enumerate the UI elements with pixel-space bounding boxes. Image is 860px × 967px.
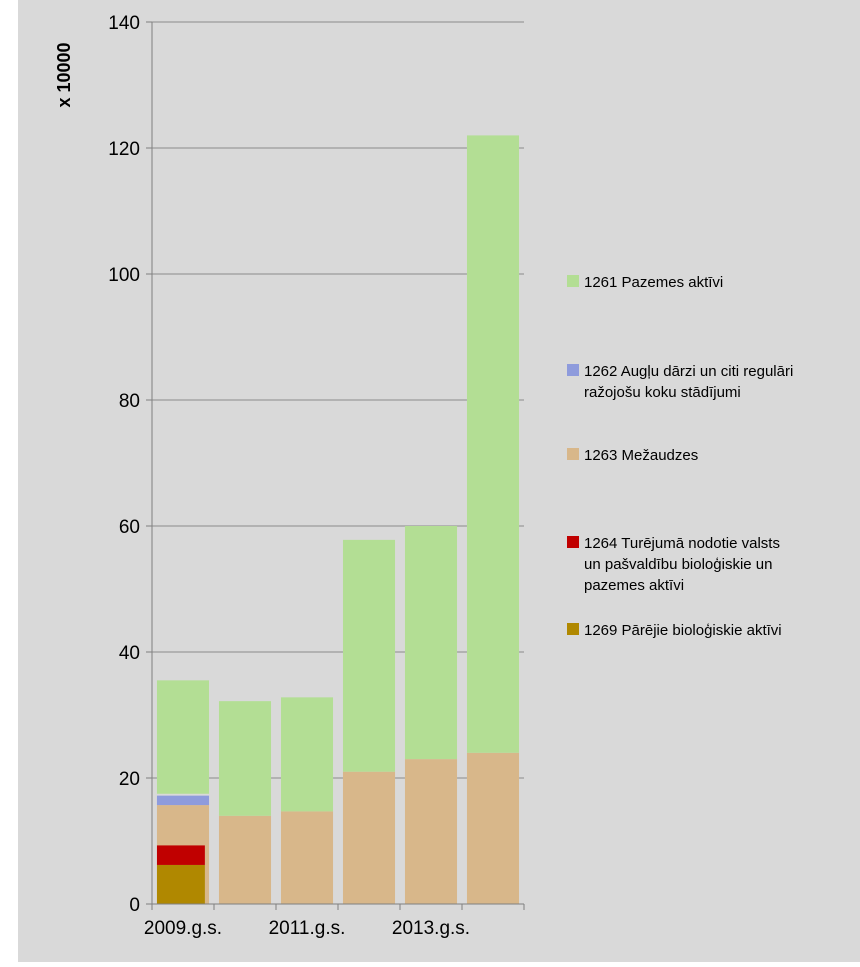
legend-label: un pašvaldību bioloģiskie un [584,556,772,573]
y-tick-label: 20 [119,769,140,790]
bar-segment [404,759,458,904]
axes: 0 20 40 60 80 100 120 140 2009.g.s. 2011.g.s. 2013… [108,13,525,939]
legend: 1261 Pazemes aktīvi 1262 Augļu dārzi un c… [567,274,793,639]
x-tick-label: 2009.g.s. [144,918,222,939]
grid-lines [152,21,524,779]
y-tick-label: 60 [119,517,140,538]
bar-segment [156,680,210,794]
bar-segment [156,795,210,806]
legend-swatch [567,364,579,376]
bar-series [156,135,520,904]
y-axis-label: x 10000 [54,42,74,107]
y-tick-label: 120 [108,139,140,160]
legend-label: pazemes aktīvi [584,577,684,594]
legend-swatch [567,275,579,287]
bar-segment [466,135,520,753]
legend-swatch [567,448,579,460]
legend-swatch [567,623,579,635]
y-tick-label: 40 [119,643,140,664]
y-tick-label: 80 [119,391,140,412]
legend-label: 1263 Mežaudzes [584,447,698,464]
legend-label: 1261 Pazemes aktīvi [584,274,723,291]
legend-label: ražojošu koku stādījumi [584,384,741,401]
bar-segment [280,697,334,812]
bar-segment [218,815,272,904]
x-tick-label: 2013.g.s. [392,918,470,939]
legend-swatch [567,536,579,548]
bar-segment [156,845,205,865]
bar-segment [280,811,334,904]
bar-segment [156,864,205,904]
bar-segment [404,526,458,760]
bar-segment [342,539,396,772]
legend-label: 1264 Turējumā nodotie valsts [584,535,780,552]
y-tick-label: 140 [108,13,140,34]
legend-label: 1262 Augļu dārzi un citi regulāri [584,363,793,380]
bar-segment [466,752,520,904]
x-tick-label: 2011.g.s. [269,918,346,939]
bar-segment [218,701,272,816]
y-tick-label: 100 [108,265,140,286]
legend-label: 1269 Pārējie bioloģiskie aktīvi [584,622,782,639]
y-tick-label: 0 [129,895,140,916]
bar-segment [342,771,396,904]
